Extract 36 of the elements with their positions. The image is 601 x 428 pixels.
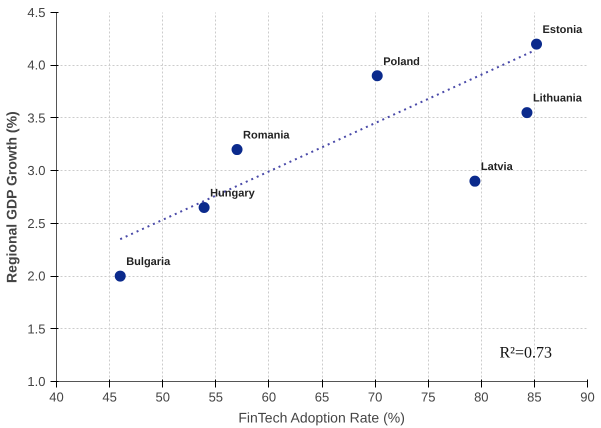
x-tick-label: 40 — [49, 390, 64, 404]
x-tick-label: 80 — [474, 390, 489, 404]
annotation: Hungary — [210, 188, 256, 200]
annotation: Poland — [383, 56, 420, 68]
y-tick-label: 3.0 — [27, 163, 46, 178]
y-tick-label: 3.5 — [27, 110, 46, 126]
y-tick-label: 4.0 — [27, 58, 46, 73]
point — [521, 107, 532, 118]
x-tick-label: 55 — [208, 390, 224, 404]
point — [469, 176, 480, 187]
annotation: Estonia — [542, 24, 584, 36]
y-axis-title: Regional GDP Growth (%) — [3, 111, 20, 283]
point — [198, 202, 210, 214]
x-tick-label: 85 — [527, 390, 542, 404]
y-tick-label: 2.0 — [27, 268, 46, 284]
point — [232, 144, 243, 156]
annotation: R²=0.73 — [500, 344, 552, 362]
annotation: Lithuania — [532, 92, 583, 105]
x-tick-label: 60 — [262, 390, 276, 404]
x-tick-label: 75 — [420, 390, 436, 404]
y-tick-label: 4.5 — [27, 5, 46, 20]
point — [531, 38, 542, 50]
x-tick-label: 65 — [314, 390, 330, 404]
point — [372, 70, 383, 82]
annotation: Latvia — [480, 161, 514, 174]
point — [114, 270, 126, 282]
annotation: Romania — [243, 130, 290, 142]
y-tick-label: 1.5 — [27, 321, 46, 336]
x-axis-title: FinTech Adoption Rate (%) — [238, 410, 405, 426]
annotation: Bulgaria — [126, 256, 172, 268]
y-tick-label: 1.0 — [27, 374, 46, 389]
x-tick-label: 50 — [155, 390, 170, 404]
y-tick-label: 2.5 — [27, 216, 46, 231]
x-tick-label: 45 — [102, 390, 117, 404]
x-tick-label: 90 — [580, 390, 595, 404]
x-tick-label: 70 — [368, 390, 382, 404]
